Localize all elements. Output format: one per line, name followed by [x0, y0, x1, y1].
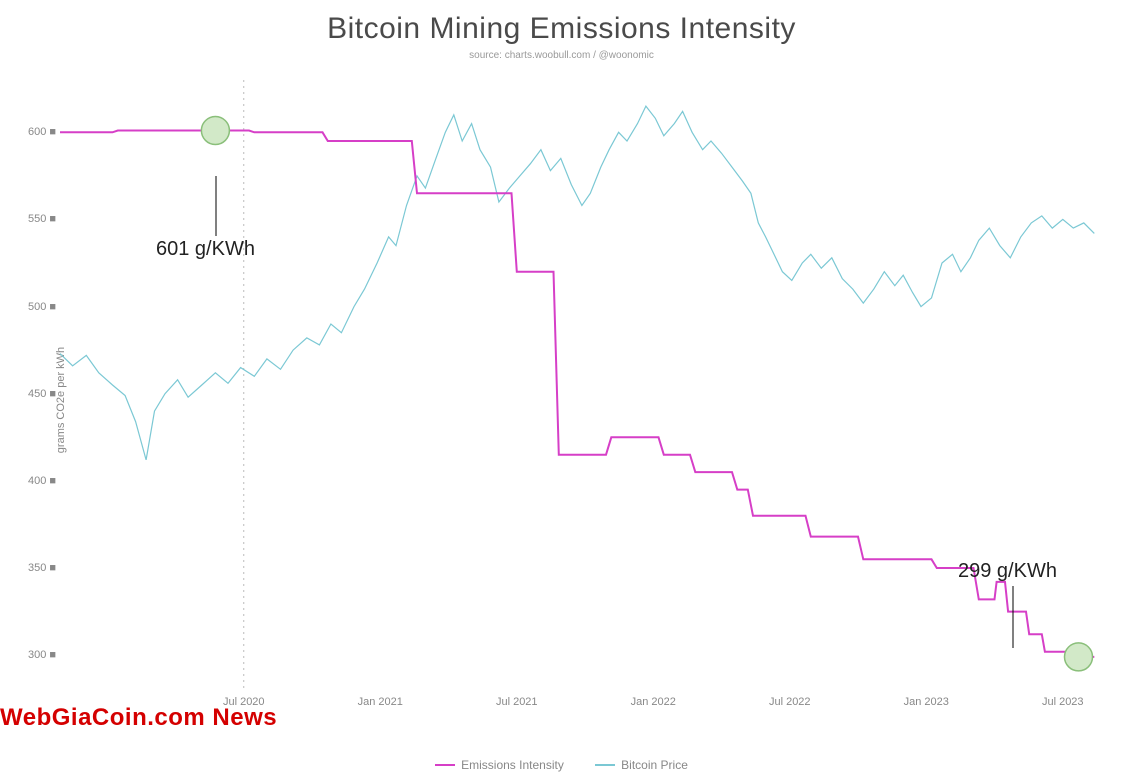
x-tick-label: Jul 2022 — [769, 696, 811, 708]
y-tick-label: 350 ■ — [28, 562, 56, 574]
y-tick-label: 400 ■ — [28, 475, 56, 487]
y-tick-label: 550 ■ — [28, 213, 56, 225]
x-tick-label: Jul 2023 — [1042, 696, 1084, 708]
y-tick-label: 600 ■ — [28, 126, 56, 138]
y-tick-label: 500 ■ — [28, 301, 56, 313]
chart-title: Bitcoin Mining Emissions Intensity — [0, 0, 1123, 46]
x-tick-label: Jan 2021 — [358, 696, 403, 708]
legend-swatch — [595, 764, 615, 766]
y-tick-label: 450 ■ — [28, 388, 56, 400]
x-tick-label: Jan 2023 — [904, 696, 949, 708]
legend-swatch — [435, 764, 455, 766]
y-tick-label: 300 ■ — [28, 649, 56, 661]
chart-area: grams CO2e per kWh 300 ■350 ■400 ■450 ■5… — [0, 80, 1123, 720]
legend-item-price: Bitcoin Price — [595, 758, 688, 772]
legend-label: Bitcoin Price — [621, 758, 688, 772]
annotation-first: 601 g/KWh — [156, 238, 255, 261]
legend: Emissions Intensity Bitcoin Price — [0, 755, 1123, 772]
legend-item-emissions: Emissions Intensity — [435, 758, 564, 772]
x-tick-label: Jul 2021 — [496, 696, 538, 708]
chart-subtitle: source: charts.woobull.com / @woonomic — [0, 50, 1123, 61]
legend-label: Emissions Intensity — [461, 758, 564, 772]
x-tick-label: Jan 2022 — [631, 696, 676, 708]
annotation-second: 299 g/KWh — [958, 560, 1057, 583]
chart-svg — [0, 80, 1123, 720]
watermark: WebGiaCoin.com News — [0, 704, 277, 732]
